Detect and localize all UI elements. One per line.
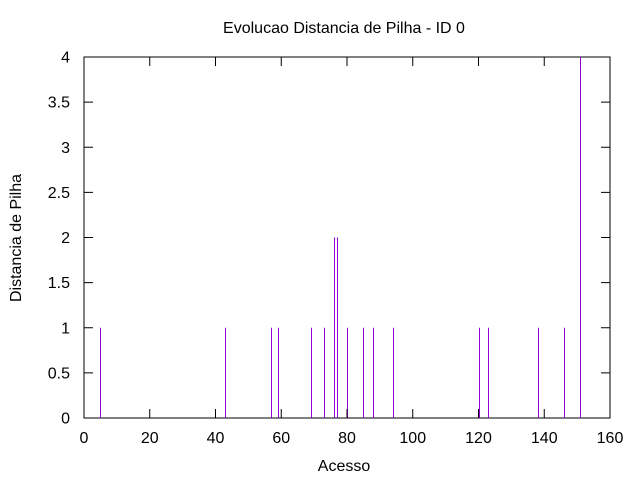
x-tick-label: 20 bbox=[141, 430, 159, 447]
bars bbox=[100, 57, 581, 418]
x-tick-label: 100 bbox=[399, 430, 426, 447]
y-tick-label: 3.5 bbox=[48, 95, 70, 112]
y-tick-label: 1.5 bbox=[48, 275, 70, 292]
x-tick-label: 40 bbox=[207, 430, 225, 447]
x-tick-label: 120 bbox=[465, 430, 492, 447]
x-tick-label: 0 bbox=[80, 430, 89, 447]
y-axis-ticks: 0 0.5 1 1.5 2 2.5 3 3.5 4 bbox=[48, 50, 610, 428]
y-tick-label: 2.5 bbox=[48, 185, 70, 202]
x-tick-label: 160 bbox=[597, 430, 624, 447]
y-axis-label: Distancia de Pilha bbox=[8, 174, 25, 302]
y-tick-label: 0 bbox=[61, 411, 70, 428]
y-tick-label: 1 bbox=[61, 320, 70, 337]
chart-title: Evolucao Distancia de Pilha - ID 0 bbox=[223, 20, 465, 37]
y-tick-label: 3 bbox=[61, 140, 70, 157]
x-axis-ticks: 0 20 40 60 80 100 120 140 160 bbox=[80, 57, 624, 447]
x-tick-label: 140 bbox=[531, 430, 558, 447]
x-tick-label: 60 bbox=[272, 430, 290, 447]
y-tick-label: 4 bbox=[61, 50, 70, 67]
y-tick-label: 2 bbox=[61, 230, 70, 247]
x-axis-label: Acesso bbox=[318, 458, 371, 475]
x-tick-label: 80 bbox=[338, 430, 356, 447]
y-tick-label: 0.5 bbox=[48, 365, 70, 382]
